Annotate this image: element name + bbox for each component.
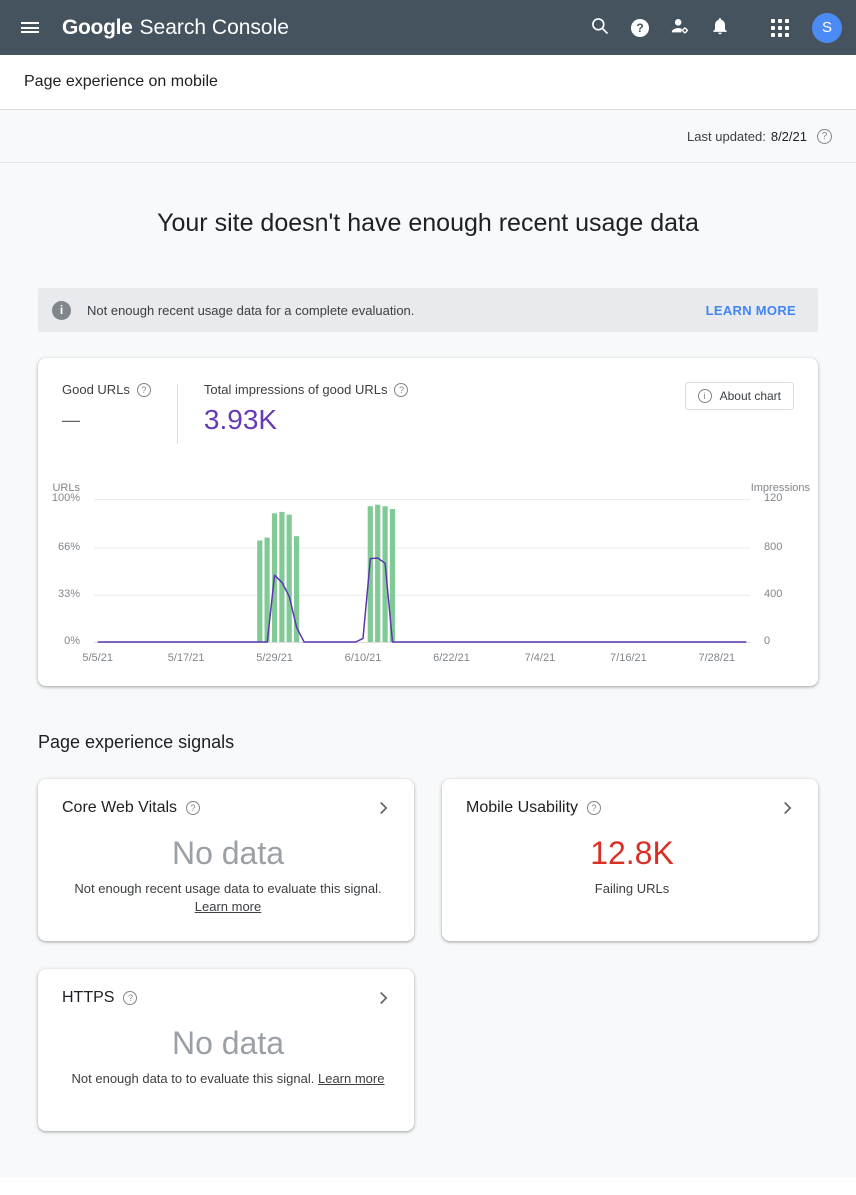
user-settings-button[interactable] [660, 8, 700, 48]
card-description-text: Not enough recent usage data to evaluate… [74, 881, 382, 896]
impressions-label: Total impressions of good URLs [203, 382, 388, 397]
card-description-text: Not enough data to to evaluate this sign… [71, 1071, 315, 1086]
right-axis-tick-label: 0 [764, 635, 771, 647]
last-updated-value: 8/2/21 [770, 128, 807, 144]
mobile-usability-card[interactable]: Mobile Usability ? 12.8K Failing URLs [442, 779, 818, 941]
topbar: Google Search Console ? S [0, 0, 856, 55]
https-card[interactable]: HTTPS ? No data Not enough data to to ev… [38, 969, 414, 1131]
impressions-help-icon[interactable]: ? [394, 382, 409, 397]
last-updated-label: Last updated: [687, 128, 766, 144]
card-description: Not enough recent usage data to evaluate… [62, 880, 394, 916]
good-urls-bar [286, 514, 292, 642]
card-description-text: Failing URLs [594, 881, 670, 896]
signals-heading: Page experience signals [38, 732, 235, 752]
chevron-right-icon[interactable] [776, 797, 798, 819]
right-axis-title: Impressions [750, 482, 810, 494]
card-help-icon[interactable]: ? [123, 991, 138, 1005]
good-urls-bar [264, 537, 270, 642]
learn-more-button[interactable]: LEARN MORE [705, 302, 796, 318]
card-title: HTTPS [62, 989, 115, 1006]
apps-grid-icon [771, 18, 789, 37]
good-urls-bar [279, 511, 285, 642]
last-updated-help-icon[interactable]: ? [817, 128, 832, 144]
google-logo-text: Google [62, 15, 133, 39]
urls-impressions-chart[interactable]: URLs 100% 66% 33% 0% Impressions 120 800 400 0 5/5… [38, 482, 818, 670]
card-value: No data [171, 835, 285, 871]
bell-icon [710, 16, 730, 39]
info-icon: i [52, 300, 71, 320]
menu-button[interactable] [10, 8, 50, 48]
right-axis-tick-label: 800 [764, 540, 783, 553]
x-axis-tick-label: 7/28/21 [698, 652, 736, 664]
x-axis-tick-label: 6/10/21 [344, 652, 382, 664]
impressions-value: 3.93K [203, 404, 278, 435]
about-chart-info-icon: i [697, 389, 712, 403]
page-title: Page experience on mobile [24, 73, 218, 90]
impressions-metric: Total impressions of good URLs ? 3.93K [204, 382, 409, 436]
good-urls-bar [367, 506, 373, 642]
info-banner: i Not enough recent usage data for a com… [38, 288, 818, 332]
page-footer [0, 1178, 856, 1195]
good-urls-bar [294, 536, 300, 642]
card-help-icon[interactable]: ? [587, 801, 602, 815]
good-urls-metric: Good URLs ? — [62, 382, 151, 431]
page-heading: Your site doesn't have enough recent usa… [157, 209, 699, 237]
app-logo[interactable]: Google Search Console [62, 16, 289, 40]
chevron-right-icon[interactable] [372, 987, 394, 1009]
google-apps-button[interactable] [760, 8, 800, 48]
card-value: No data [171, 1025, 285, 1061]
card-title: Core Web Vitals [62, 799, 178, 816]
left-axis-tick-label: 0% [64, 635, 80, 647]
signal-cards: Core Web Vitals ? No data Not enough rec… [38, 779, 818, 1131]
about-chart-label: About chart [719, 389, 781, 403]
left-axis-tick-label: 100% [51, 492, 80, 504]
core-web-vitals-card[interactable]: Core Web Vitals ? No data Not enough rec… [38, 779, 414, 941]
x-axis-tick-label: 5/29/21 [256, 652, 293, 664]
impressions-line [97, 557, 747, 643]
avatar[interactable]: S [812, 12, 842, 43]
product-name-text: Search Console [139, 15, 289, 39]
card-description: Not enough data to to evaluate this sign… [62, 1070, 394, 1088]
chevron-right-icon[interactable] [372, 797, 394, 819]
notifications-button[interactable] [700, 8, 740, 48]
learn-more-link[interactable]: Learn more [317, 1071, 385, 1086]
chart-header: Good URLs ? — Total impressions of good … [38, 382, 818, 444]
banner-message: Not enough recent usage data for a compl… [87, 302, 415, 318]
card-title: Mobile Usability [466, 799, 579, 816]
chart-canvas [94, 499, 750, 643]
left-axis-title: URLs [52, 482, 80, 494]
learn-more-link[interactable]: Learn more [194, 899, 262, 915]
good-urls-bar [389, 509, 395, 642]
right-axis-tick-label: 120 [764, 492, 783, 504]
search-button[interactable] [580, 8, 620, 48]
left-axis-tick-label: 66% [57, 540, 80, 553]
x-axis-tick-label: 7/4/21 [524, 652, 556, 664]
about-chart-button[interactable]: i About chart [684, 382, 794, 410]
card-help-icon[interactable]: ? [186, 801, 201, 815]
card-value: 12.8K [590, 835, 674, 871]
help-icon: ? [631, 18, 649, 37]
last-updated-row: Last updated: 8/2/21 ? [0, 110, 856, 163]
good-urls-bar [375, 504, 381, 642]
metric-divider [176, 384, 178, 444]
left-axis-tick-label: 33% [57, 587, 80, 600]
user-settings-icon [669, 15, 691, 40]
x-axis-tick-label: 5/5/21 [82, 652, 113, 664]
good-urls-bar [257, 540, 263, 642]
good-urls-value: — [62, 410, 80, 430]
x-axis-tick-label: 7/16/21 [610, 652, 647, 664]
good-urls-bar [382, 506, 388, 642]
page-title-bar: Page experience on mobile [0, 55, 856, 110]
good-urls-label: Good URLs [62, 382, 130, 397]
search-icon [590, 16, 610, 39]
right-axis-tick-label: 400 [764, 587, 783, 600]
x-axis-tick-label: 6/22/21 [433, 652, 470, 664]
good-urls-help-icon[interactable]: ? [136, 382, 151, 397]
impressions-chart-card: Good URLs ? — Total impressions of good … [38, 358, 818, 686]
x-axis-tick-label: 5/17/21 [167, 652, 205, 664]
hamburger-icon [21, 20, 39, 36]
help-button[interactable]: ? [620, 8, 660, 48]
card-description: Failing URLs [466, 880, 798, 898]
